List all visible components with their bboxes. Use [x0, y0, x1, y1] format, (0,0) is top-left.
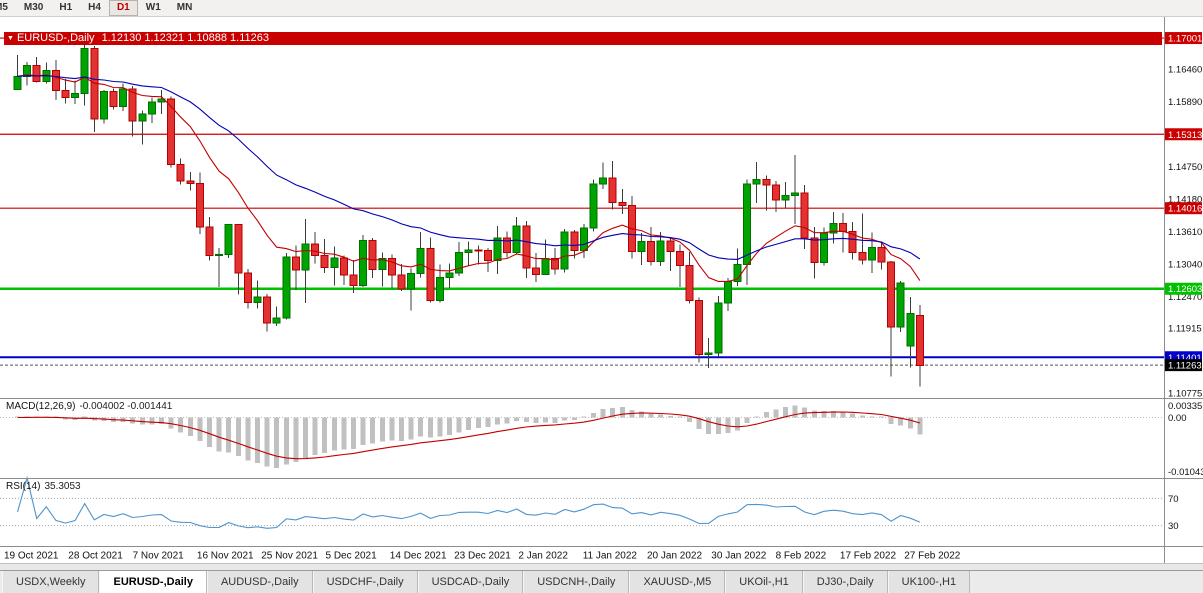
svg-text:11 Jan 2022: 11 Jan 2022: [583, 551, 638, 562]
timeframe-button-h4[interactable]: H4: [88, 2, 101, 13]
chart-tab-eurusd-daily[interactable]: EURUSD-,Daily: [99, 571, 207, 593]
time-axis: 19 Oct 2021 28 Oct 2021 7 Nov 2021 16 Nov 2…: [4, 551, 961, 562]
svg-text:14 Dec 2021: 14 Dec 2021: [390, 551, 447, 562]
svg-text:70: 70: [1168, 494, 1179, 505]
chart-tab-audusd-daily[interactable]: AUDUSD-,Daily: [206, 571, 313, 593]
svg-text:1.15313: 1.15313: [1168, 130, 1202, 141]
chart-tab-usdcad-daily[interactable]: USDCAD-,Daily: [417, 571, 524, 593]
chart-tab-usdx-weekly[interactable]: USDX,Weekly: [2, 571, 100, 593]
timeframe-button-d1[interactable]: D1: [108, 0, 138, 16]
timeframe-button-m30[interactable]: M30: [23, 2, 44, 13]
svg-text:23 Dec 2021: 23 Dec 2021: [454, 551, 511, 562]
rsi-indicator-label: RSI(14) 35.3053: [6, 481, 81, 492]
macd-panel: [0, 405, 1164, 469]
svg-text:7 Nov 2021: 7 Nov 2021: [133, 551, 185, 562]
macd-indicator-title: MACD(12,26,9): [6, 401, 76, 412]
svg-text:1.12470: 1.12470: [1168, 292, 1202, 303]
svg-text:30 Jan 2022: 30 Jan 2022: [711, 551, 766, 562]
candlesticks: [13, 42, 924, 387]
svg-text:2 Jan 2022: 2 Jan 2022: [518, 551, 568, 562]
timeframe-toolbar: M5 M30 H1 H4 D1 W1 MN: [0, 0, 1203, 17]
horizontal-scrollbar[interactable]: [0, 563, 1203, 570]
timeframe-button-h1[interactable]: H1: [59, 2, 73, 13]
chart-tab-usdcnh-daily[interactable]: USDCNH-,Daily: [523, 571, 630, 593]
rsi-indicator-value: 35.3053: [44, 481, 81, 492]
svg-text:1.11263: 1.11263: [1168, 361, 1202, 372]
panel-separators: [0, 17, 1203, 563]
svg-text:17 Feb 2022: 17 Feb 2022: [840, 551, 897, 562]
rsi-indicator-title: RSI(14): [6, 481, 41, 492]
svg-text:1.14180: 1.14180: [1168, 194, 1202, 205]
svg-text:20 Jan 2022: 20 Jan 2022: [647, 551, 702, 562]
svg-text:8 Feb 2022: 8 Feb 2022: [776, 551, 827, 562]
price-chart-canvas[interactable]: 70301.164601.158901.147501.141801.136101…: [0, 17, 1203, 563]
triangle-down-icon: ▼: [7, 35, 14, 42]
chart-tab-xauusd-m5[interactable]: XAUUSD-,M5: [629, 571, 726, 593]
chart-tab-bar: USDX,Weekly EURUSD-,Daily AUDUSD-,Daily USD…: [0, 570, 1203, 593]
price-axis: 1.16460 1.15890 1.14750 1.14180 1.13610 1.130…: [1165, 32, 1203, 478]
svg-text:1.11401: 1.11401: [1168, 353, 1202, 364]
svg-text:1.11915: 1.11915: [1168, 323, 1202, 334]
moving-averages: [17, 74, 921, 282]
svg-text:1.10775: 1.10775: [1168, 388, 1202, 399]
svg-text:0.00335: 0.00335: [1168, 401, 1202, 412]
svg-text:30: 30: [1168, 521, 1179, 532]
chart-ohlc-values: 1.12130 1.12321 1.10888 1.11263: [101, 32, 269, 44]
svg-text:-0.01043: -0.01043: [1168, 467, 1203, 478]
timeframe-button-mn[interactable]: MN: [176, 2, 193, 13]
svg-text:19 Oct 2021: 19 Oct 2021: [4, 551, 59, 562]
svg-text:1.13610: 1.13610: [1168, 227, 1202, 238]
svg-text:1.15890: 1.15890: [1168, 97, 1202, 108]
svg-text:5 Dec 2021: 5 Dec 2021: [326, 551, 378, 562]
svg-text:27 Feb 2022: 27 Feb 2022: [904, 551, 961, 562]
svg-text:28 Oct 2021: 28 Oct 2021: [68, 551, 123, 562]
rsi-panel: 70 30: [0, 475, 1179, 532]
chart-title-banner: ▼ EURUSD-,Daily 1.12130 1.12321 1.10888 1.…: [4, 32, 1162, 45]
svg-text:1.13040: 1.13040: [1168, 259, 1202, 270]
svg-text:1.16460: 1.16460: [1168, 64, 1202, 75]
timeframe-button-m5[interactable]: M5: [0, 2, 8, 13]
support-resistance-lines: [0, 37, 1164, 366]
macd-indicator-label: MACD(12,26,9) -0.004002 -0.001441: [6, 401, 172, 412]
chart-tab-usdchf-daily[interactable]: USDCHF-,Daily: [312, 571, 418, 593]
chart-window: 70 30 1.16460 1.15890 1.14750 1.14180 1.13610 1…: [0, 17, 1203, 563]
svg-text:1.17001: 1.17001: [1168, 34, 1202, 45]
chart-tab-ukoil-h1[interactable]: UKOil-,H1: [725, 571, 803, 593]
svg-text:25 Nov 2021: 25 Nov 2021: [261, 551, 318, 562]
svg-text:1.14016: 1.14016: [1168, 204, 1202, 215]
chart-tab-dj30-daily[interactable]: DJ30-,Daily: [802, 571, 888, 593]
chart-symbol-title: EURUSD-,Daily: [16, 32, 95, 44]
timeframe-button-w1[interactable]: W1: [145, 2, 161, 13]
svg-text:1.14750: 1.14750: [1168, 162, 1202, 173]
macd-indicator-values: -0.004002 -0.001441: [79, 401, 173, 412]
svg-text:16 Nov 2021: 16 Nov 2021: [197, 551, 254, 562]
svg-text:0.00: 0.00: [1168, 413, 1187, 424]
chart-tab-uk100-h1[interactable]: UK100-,H1: [887, 571, 971, 593]
svg-text:1.12603: 1.12603: [1168, 284, 1202, 295]
